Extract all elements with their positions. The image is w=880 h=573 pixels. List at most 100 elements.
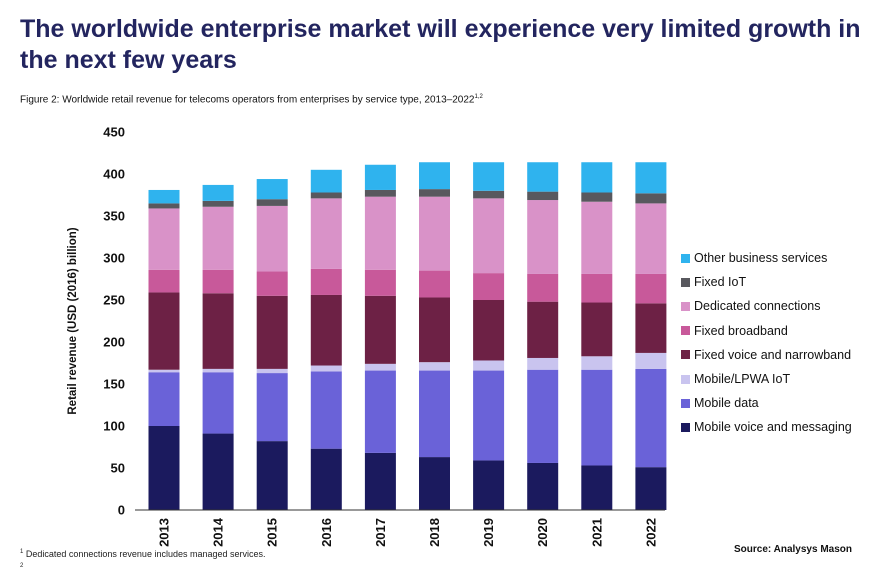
bar-segment bbox=[419, 370, 450, 458]
bar-segment bbox=[419, 362, 450, 371]
bar-segment bbox=[581, 369, 613, 466]
bar-segment bbox=[473, 360, 505, 371]
bar-segment bbox=[364, 363, 396, 371]
legend-swatch bbox=[681, 374, 690, 384]
y-tick-label: 300 bbox=[103, 251, 125, 266]
footnote-2-marker: 2 bbox=[20, 563, 24, 569]
legend-label: Other business services bbox=[694, 251, 828, 266]
y-tick-label: 100 bbox=[103, 419, 125, 434]
x-tick-label: 2020 bbox=[535, 518, 550, 547]
legend-label: Fixed IoT bbox=[694, 275, 747, 290]
y-tick-label: 450 bbox=[103, 125, 125, 140]
legend-swatch bbox=[681, 350, 690, 360]
figure-caption: Figure 2: Worldwide retail revenue for t… bbox=[20, 94, 483, 105]
bar-segment bbox=[473, 300, 505, 361]
legend-swatch bbox=[681, 253, 690, 263]
figure-caption-text: Figure 2: Worldwide retail revenue for t… bbox=[20, 94, 475, 106]
bar-segment bbox=[364, 370, 396, 453]
bar-segment bbox=[310, 371, 342, 449]
bar-segment bbox=[310, 192, 342, 199]
legend-label: Mobile/LPWA IoT bbox=[694, 372, 791, 387]
bar-segment bbox=[310, 169, 342, 193]
legend-item: Mobile voice and messaging bbox=[681, 415, 852, 439]
legend-item: Fixed broadband bbox=[681, 319, 852, 343]
bar-segment bbox=[581, 465, 613, 510]
bar-segment bbox=[202, 206, 234, 270]
bar-segment bbox=[527, 200, 559, 274]
x-tick-label: 2017 bbox=[373, 518, 388, 547]
bar-segment bbox=[581, 273, 613, 303]
bar-segment bbox=[202, 184, 234, 201]
bar-segment bbox=[473, 190, 505, 199]
y-tick-label: 150 bbox=[103, 377, 125, 392]
legend-swatch bbox=[681, 398, 690, 408]
slide-title: The worldwide enterprise market will exp… bbox=[20, 15, 861, 74]
bar-segment bbox=[527, 191, 559, 201]
legend-label: Fixed broadband bbox=[694, 323, 788, 338]
bar-segment bbox=[419, 297, 450, 363]
bar-segment bbox=[635, 203, 667, 274]
bar-segment bbox=[419, 189, 450, 197]
bar-segment bbox=[310, 294, 342, 366]
y-tick-label: 50 bbox=[111, 461, 125, 476]
legend-label: Mobile voice and messaging bbox=[694, 420, 852, 435]
bar-segment bbox=[148, 189, 180, 204]
bar-segment bbox=[581, 302, 613, 357]
bar-segment bbox=[256, 199, 288, 206]
y-tick-label: 400 bbox=[103, 167, 125, 182]
x-tick-label: 2022 bbox=[643, 518, 658, 547]
legend-item: Fixed IoT bbox=[681, 270, 852, 294]
x-tick-label: 2016 bbox=[319, 518, 334, 547]
bar-segment bbox=[635, 303, 667, 353]
bar-segment bbox=[473, 370, 505, 461]
bar-segment bbox=[148, 292, 180, 370]
legend-item: Other business services bbox=[681, 246, 852, 270]
bar-segment bbox=[148, 203, 180, 209]
bar-segment bbox=[419, 457, 450, 510]
legend-swatch bbox=[681, 301, 690, 311]
bar-segment bbox=[256, 295, 288, 369]
bar-segment bbox=[202, 200, 234, 207]
stacked-bar-chart: 0 50 100 150 200 250 300 350 400 450 Retail revenu… bbox=[67, 125, 667, 547]
bar-segment bbox=[256, 441, 288, 510]
bar-segment bbox=[148, 372, 180, 426]
bar-segment bbox=[527, 357, 559, 370]
bar-segment bbox=[202, 293, 234, 369]
x-tick-label: 2021 bbox=[589, 518, 604, 547]
bar-segment bbox=[148, 369, 180, 373]
bar-segment bbox=[256, 179, 288, 200]
y-tick-label: 200 bbox=[103, 335, 125, 350]
bar-segment bbox=[364, 196, 396, 270]
footnote-1-marker: 1 bbox=[20, 549, 24, 555]
bar-segment bbox=[364, 452, 396, 510]
y-axis-title: Retail revenue (USD (2016) billion) bbox=[67, 227, 79, 414]
footnote-1: 1 Dedicated connections revenue includes… bbox=[20, 549, 266, 559]
footnote-1-text: Dedicated connections revenue includes m… bbox=[25, 549, 266, 559]
bar-segment bbox=[256, 271, 288, 296]
bar-segment bbox=[473, 273, 505, 300]
bar-segment bbox=[581, 192, 613, 202]
legend-swatch bbox=[681, 277, 690, 287]
bar-segment bbox=[635, 352, 667, 369]
legend-label: Fixed voice and narrowband bbox=[694, 347, 852, 362]
legend-swatch bbox=[681, 326, 690, 336]
bar-segment bbox=[473, 460, 505, 510]
legend-item: Mobile data bbox=[681, 391, 852, 415]
legend-label: Dedicated connections bbox=[694, 299, 821, 314]
bar-segment bbox=[310, 448, 342, 510]
legend-label: Mobile data bbox=[694, 396, 759, 411]
bar-segment bbox=[256, 368, 288, 374]
bar-segment bbox=[635, 193, 667, 204]
bar-segment bbox=[527, 162, 559, 192]
legend-item: Fixed voice and narrowband bbox=[681, 343, 852, 367]
bar-segment bbox=[364, 189, 396, 197]
figure-caption-superscript: 1,2 bbox=[474, 94, 483, 100]
bar-segment bbox=[310, 365, 342, 372]
bar-segment bbox=[419, 270, 450, 298]
bar-segment bbox=[256, 373, 288, 442]
bar-segment bbox=[527, 301, 559, 358]
legend-swatch bbox=[681, 422, 690, 432]
x-tick-label: 2019 bbox=[481, 518, 496, 547]
bar-segment bbox=[310, 268, 342, 295]
bar-segment bbox=[364, 164, 396, 190]
